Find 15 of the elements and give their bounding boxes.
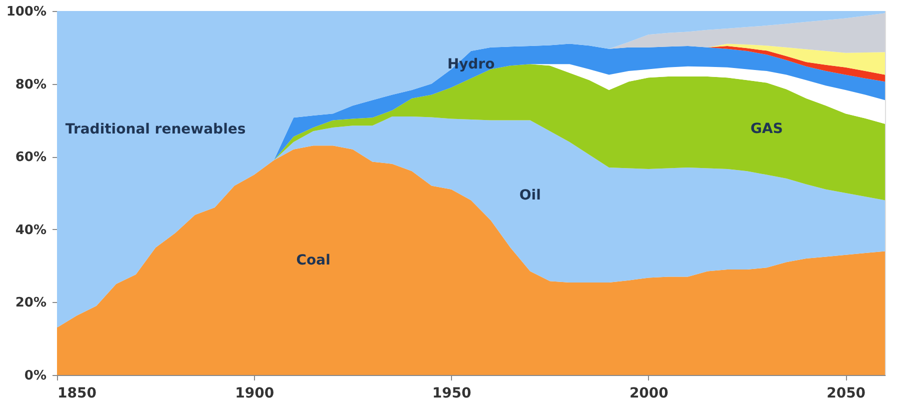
series-label: GAS	[750, 120, 783, 137]
x-tick-label: 1950	[432, 386, 472, 402]
y-tick-label: 80%	[15, 77, 46, 92]
series-label: Oil	[519, 188, 541, 204]
y-tick-label: 20%	[15, 296, 46, 311]
x-tick-label: 2050	[826, 386, 866, 402]
y-tick-label: 40%	[15, 222, 46, 238]
x-tick-label: 2000	[629, 386, 669, 402]
y-tick-label: 100%	[6, 4, 46, 20]
x-tick-label: 1900	[235, 386, 274, 402]
series-label: Traditional renewables	[65, 121, 246, 138]
x-tick-label: 1850	[58, 386, 97, 402]
series-label: Coal	[296, 252, 330, 268]
y-tick-label: 0%	[24, 368, 46, 384]
y-tick-label: 60%	[15, 150, 46, 166]
